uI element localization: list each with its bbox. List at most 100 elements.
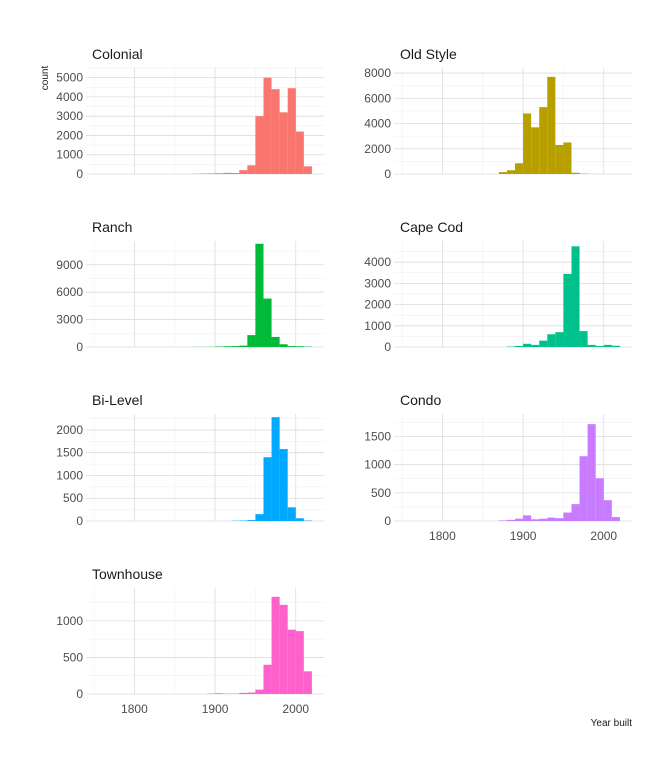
histogram-bar <box>515 518 524 521</box>
histogram-bar <box>595 345 604 347</box>
histogram-bar <box>523 515 532 521</box>
y-tick-label: 500 <box>63 650 83 664</box>
y-tick-label: 4000 <box>364 255 391 269</box>
y-tick-label: 1000 <box>364 319 391 333</box>
histogram-bar <box>531 519 540 521</box>
histogram-bar <box>263 457 272 521</box>
histogram-bar <box>506 170 516 174</box>
y-tick-label: 0 <box>384 514 391 528</box>
x-axis-label: Year built <box>591 718 633 729</box>
histogram-bar <box>279 449 288 521</box>
y-tick-label: 1000 <box>364 458 391 472</box>
histogram-bar <box>547 334 556 347</box>
histogram-bar <box>279 344 288 347</box>
histogram-bar <box>571 246 580 347</box>
y-tick-label: 0 <box>76 340 83 354</box>
y-tick-label: 4000 <box>364 117 391 131</box>
y-tick-label: 6000 <box>56 285 83 299</box>
histogram-bar <box>231 173 240 174</box>
x-tick-label: 1800 <box>429 529 456 543</box>
histogram-bar <box>523 113 532 174</box>
histogram-bar <box>595 478 604 521</box>
histogram-bar <box>539 518 548 521</box>
y-tick-label: 2000 <box>364 298 391 312</box>
y-tick-label: 8000 <box>364 66 391 80</box>
histogram-bar <box>239 170 248 174</box>
y-tick-label: 4000 <box>56 90 83 104</box>
y-axis-label: count <box>40 66 51 91</box>
histogram-bar <box>207 173 216 174</box>
histogram-bar <box>247 165 256 174</box>
histogram-bar <box>255 243 264 347</box>
histogram-bar <box>271 417 280 521</box>
y-tick-label: 3000 <box>56 313 83 327</box>
facet-title: Old Style <box>400 46 457 62</box>
histogram-bar <box>303 166 312 174</box>
facet-title: Ranch <box>92 219 132 235</box>
histogram-bar <box>287 629 296 694</box>
histogram-bar <box>603 344 612 347</box>
histogram-bar <box>295 518 304 521</box>
histogram-bar <box>539 107 548 174</box>
histogram-bar <box>271 596 280 694</box>
histogram-bar <box>247 335 256 347</box>
facet-panel-townhouse: 0 500 1000 Townhouse 1800 1900 2000 <box>56 566 324 716</box>
y-tick-label: 0 <box>76 167 83 181</box>
histogram-bar <box>547 76 556 174</box>
x-tick-label: 1800 <box>121 702 148 716</box>
histogram-bar <box>271 89 280 174</box>
histogram-bar <box>247 520 256 521</box>
facet-panel-colonial: 0 1000 2000 3000 4000 5000 Colonial <box>56 46 324 181</box>
histogram-bar <box>515 345 524 347</box>
histogram-bar <box>263 664 272 694</box>
y-tick-label: 0 <box>76 514 83 528</box>
y-tick-label: 1500 <box>364 430 391 444</box>
histogram-bar <box>263 77 272 174</box>
histogram-bar <box>231 346 240 347</box>
y-tick-label: 0 <box>384 340 391 354</box>
x-tick-label: 1900 <box>510 529 537 543</box>
histogram-bar <box>255 514 264 521</box>
y-tick-label: 500 <box>371 486 391 500</box>
facet-panel-cape-cod: 0 1000 2000 3000 4000 Cape Cod <box>364 219 632 354</box>
histogram-bar <box>223 346 232 347</box>
y-tick-label: 0 <box>76 687 83 701</box>
y-tick-label: 2000 <box>56 128 83 142</box>
histogram-bar <box>571 172 580 174</box>
y-tick-label: 2000 <box>364 142 391 156</box>
y-tick-label: 9000 <box>56 258 83 272</box>
x-tick-label: 2000 <box>590 529 617 543</box>
histogram-bar <box>563 273 572 347</box>
histogram-bar <box>295 631 304 694</box>
facet-title: Colonial <box>92 46 143 62</box>
y-tick-label: 500 <box>63 491 83 505</box>
facet-panel-bi-level: 0 500 1000 1500 2000 Bi-Level <box>56 392 324 528</box>
histogram-bar <box>215 173 224 174</box>
histogram-bar <box>555 144 564 174</box>
histogram-bar <box>547 517 556 521</box>
histogram-bar <box>531 127 540 174</box>
y-tick-label: 1000 <box>56 468 83 482</box>
histogram-bar <box>563 512 572 521</box>
histogram-bar <box>287 88 296 174</box>
histogram-bar <box>303 671 312 694</box>
histogram-bar <box>263 298 272 347</box>
histogram-bar <box>223 172 232 174</box>
facet-panels: 010002000300040005000Colonial02000400060… <box>56 46 632 716</box>
x-tick-label: 2000 <box>282 702 309 716</box>
y-tick-label: 1000 <box>56 148 83 162</box>
histogram-bar <box>295 131 304 174</box>
histogram-bar <box>579 331 588 347</box>
histogram-bar <box>611 517 620 521</box>
histogram-bar <box>498 520 507 521</box>
histogram-bar <box>555 518 564 521</box>
histogram-bar <box>555 332 564 347</box>
y-tick-label: 1500 <box>56 446 83 460</box>
histogram-bar <box>498 172 507 174</box>
histogram-bar <box>603 500 612 521</box>
y-tick-label: 3000 <box>56 109 83 123</box>
y-tick-label: 2000 <box>56 423 83 437</box>
histogram-bar <box>539 340 548 347</box>
facet-panel-old-style: 0 2000 4000 6000 8000 Old Style <box>364 46 632 181</box>
y-tick-label: 0 <box>384 167 391 181</box>
